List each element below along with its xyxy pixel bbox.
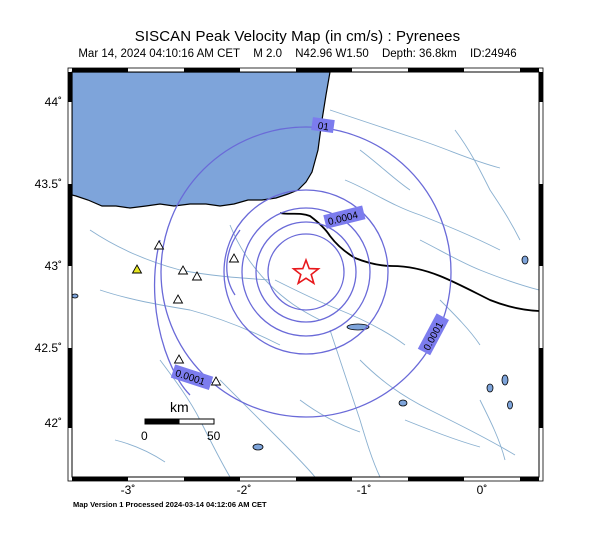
map-panel[interactable]: 01 0.0004 0.0001 0.0001 — [72, 72, 539, 477]
map-title: SISCAN Peak Velocity Map (in cm/s) : Pyr… — [134, 28, 461, 45]
event-info: Mar 14, 2024 04:10:16 AM CET M 2.0 N42.9… — [0, 48, 595, 60]
latitude-labels: 44˚ 43.5˚ 43˚ 42.5˚ 42˚ — [35, 95, 62, 430]
scale-bar: km 0 50 — [141, 399, 221, 443]
event-id: ID:24946 — [469, 48, 517, 60]
epicenter-star-icon[interactable] — [291, 257, 321, 286]
lon-tick-minus2: -2˚ — [237, 483, 252, 497]
station-marker[interactable] — [173, 354, 185, 364]
lat-tick-44: 44˚ — [45, 95, 62, 109]
station-marker[interactable] — [177, 265, 189, 275]
lat-tick-43-5: 43.5˚ — [35, 177, 62, 191]
map-frame — [67, 67, 544, 482]
lat-tick-42: 42˚ — [45, 416, 62, 430]
station-marker[interactable] — [172, 294, 184, 304]
lat-tick-42-5: 42.5˚ — [35, 341, 62, 355]
event-depth: Depth: 36.8km — [381, 48, 457, 60]
longitude-labels: -3˚ -2˚ -1˚ 0˚ — [121, 483, 488, 497]
contours — [153, 126, 452, 418]
national-border — [279, 212, 539, 312]
lon-tick-0: 0˚ — [477, 483, 488, 497]
lat-tick-43: 43˚ — [45, 259, 62, 273]
event-location: N42.96 W1.50 — [295, 48, 369, 60]
sea-area — [72, 72, 331, 209]
scale-end: 50 — [207, 429, 221, 443]
station-marker-active[interactable] — [131, 264, 143, 274]
station-marker[interactable] — [210, 376, 222, 386]
processing-footer: Map Version 1 Processed 2024-03-14 04:12… — [73, 500, 267, 509]
contour-label-1: 01 — [317, 121, 330, 134]
lakes — [72, 255, 529, 451]
rivers — [89, 109, 539, 477]
event-magnitude: M 2.0 — [253, 48, 283, 60]
lon-tick-minus3: -3˚ — [121, 483, 136, 497]
scale-unit: km — [170, 399, 189, 415]
lon-tick-minus1: -1˚ — [357, 483, 372, 497]
scale-start: 0 — [141, 429, 148, 443]
stations — [131, 240, 240, 386]
event-date: Mar 14, 2024 04:10:16 AM CET — [78, 48, 241, 60]
station-marker[interactable] — [153, 240, 165, 250]
station-marker[interactable] — [228, 253, 240, 263]
station-marker[interactable] — [191, 271, 203, 281]
